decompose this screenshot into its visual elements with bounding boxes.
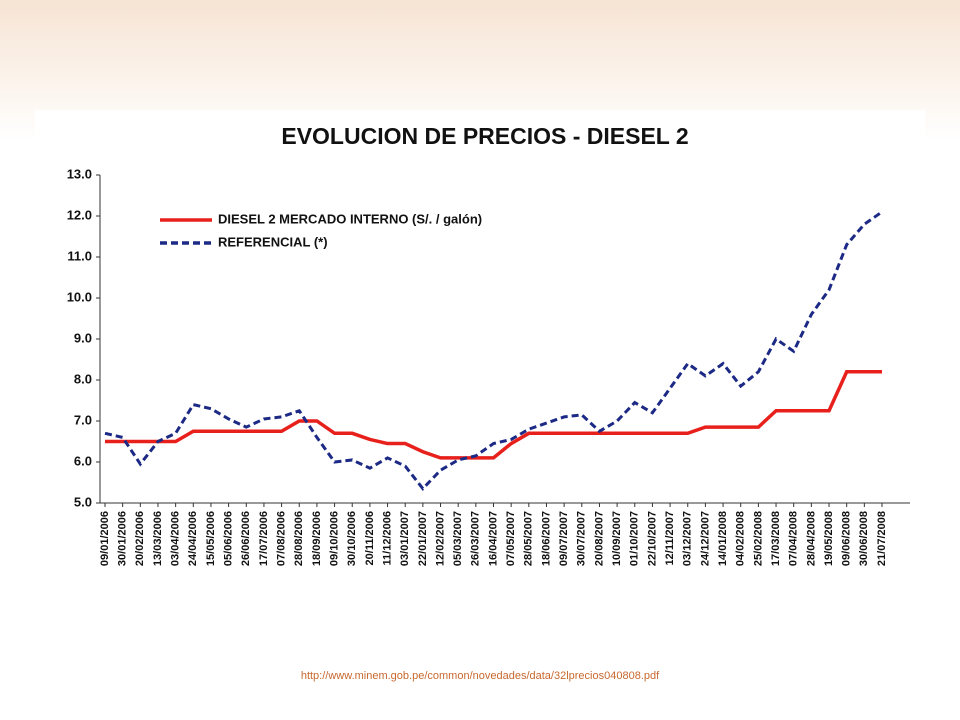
x-tick-label: 05/03/2007 <box>452 511 464 566</box>
x-tick-label: 24/12/2007 <box>699 511 711 566</box>
x-tick-label: 26/03/2007 <box>470 511 482 566</box>
legend-label: REFERENCIAL (*) <box>218 234 328 249</box>
x-tick-label: 07/04/2008 <box>788 511 800 566</box>
x-tick-label: 22/01/2007 <box>417 511 429 566</box>
chart-background <box>35 110 925 607</box>
x-tick-label: 20/02/2006 <box>134 511 146 566</box>
x-tick-label: 30/01/2006 <box>117 511 129 566</box>
y-tick-label: 6.0 <box>74 453 92 468</box>
x-tick-label: 03/01/2007 <box>399 511 411 566</box>
x-tick-label: 07/08/2006 <box>275 511 287 566</box>
x-tick-label: 13/03/2006 <box>152 511 164 566</box>
x-tick-label: 01/10/2007 <box>629 511 641 566</box>
x-tick-label: 20/08/2007 <box>593 511 605 566</box>
x-tick-label: 17/07/2006 <box>258 511 270 566</box>
x-tick-label: 24/04/2006 <box>187 511 199 566</box>
x-tick-label: 09/07/2007 <box>558 511 570 566</box>
x-tick-label: 12/11/2007 <box>664 511 676 565</box>
x-tick-label: 30/10/2006 <box>346 511 358 566</box>
x-tick-label: 17/03/2008 <box>770 511 782 566</box>
x-tick-label: 09/06/2008 <box>841 511 853 566</box>
x-tick-label: 26/06/2006 <box>240 511 252 566</box>
x-tick-label: 20/11/2006 <box>364 511 376 565</box>
x-tick-label: 10/09/2007 <box>611 511 623 566</box>
x-tick-label: 14/01/2008 <box>717 511 729 566</box>
series-line <box>104 210 883 491</box>
x-tick-label: 15/05/2006 <box>205 511 217 566</box>
x-tick-label: 28/04/2008 <box>805 511 817 566</box>
y-tick-label: 9.0 <box>74 330 92 345</box>
legend-label: DIESEL 2 MERCADO INTERNO (S/. / galón) <box>218 211 482 226</box>
y-tick-label: 7.0 <box>74 412 92 427</box>
x-tick-label: 30/06/2008 <box>858 511 870 566</box>
y-tick-label: 13.0 <box>67 166 92 181</box>
x-tick-label: 11/12/2006 <box>381 511 393 565</box>
x-tick-label: 12/02/2007 <box>434 511 446 566</box>
y-tick-label: 8.0 <box>74 371 92 386</box>
x-tick-label: 18/06/2007 <box>540 511 552 566</box>
x-tick-label: 28/05/2007 <box>523 511 535 566</box>
x-tick-label: 22/10/2007 <box>646 511 658 566</box>
x-tick-label: 30/07/2007 <box>576 511 588 566</box>
x-tick-label: 09/10/2006 <box>328 511 340 566</box>
y-tick-label: 11.0 <box>67 248 92 263</box>
y-tick-label: 5.0 <box>74 494 92 509</box>
source-link[interactable]: http://www.minem.gob.pe/common/novedades… <box>301 670 660 682</box>
y-tick-label: 12.0 <box>67 207 92 222</box>
y-tick-label: 10.0 <box>67 289 92 304</box>
x-tick-label: 25/02/2008 <box>752 511 764 566</box>
x-tick-label: 16/04/2007 <box>487 511 499 566</box>
x-tick-label: 05/06/2006 <box>223 511 235 566</box>
x-tick-label: 07/05/2007 <box>505 511 517 566</box>
chart-title: EVOLUCION DE PRECIOS - DIESEL 2 <box>281 123 688 149</box>
x-tick-label: 04/02/2008 <box>735 511 747 566</box>
x-tick-label: 21/07/2008 <box>876 511 888 566</box>
x-tick-label: 09/01/2006 <box>99 511 111 566</box>
x-tick-label: 18/09/2006 <box>311 511 323 566</box>
x-tick-label: 03/04/2006 <box>170 511 182 566</box>
series-line <box>105 370 882 460</box>
x-tick-label: 03/12/2007 <box>682 511 694 566</box>
x-tick-label: 19/05/2008 <box>823 511 835 566</box>
x-tick-label: 28/08/2006 <box>293 511 305 566</box>
